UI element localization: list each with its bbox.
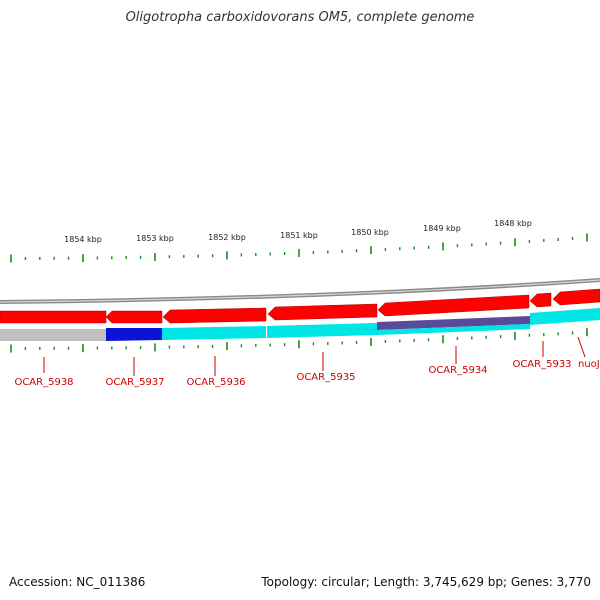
feature-blue[interactable] [106, 328, 162, 341]
scale-label-1848: 1848 kbp [494, 219, 532, 228]
feature-gray[interactable] [0, 329, 106, 341]
scale-label-1849: 1849 kbp [423, 224, 461, 233]
scale-label-1851: 1851 kbp [280, 231, 318, 240]
gene-label-ocar-5938[interactable]: OCAR_5938 [14, 377, 73, 388]
feature-cyan-3[interactable] [377, 324, 530, 335]
scale-label-1852: 1852 kbp [208, 233, 246, 242]
outer-tick-track [10, 233, 588, 263]
gene-label-ocar-5936[interactable]: OCAR_5936 [186, 377, 245, 388]
genome-title: Oligotropha carboxidovorans OM5, complet… [125, 10, 475, 25]
scale-label-1854: 1854 kbp [64, 235, 102, 244]
gene-arrow-ocar-5938[interactable] [0, 310, 107, 324]
gene-arrow-nuoj[interactable] [552, 288, 600, 306]
gene-arrow-ocar-5933[interactable] [529, 292, 552, 308]
feature-track [0, 308, 600, 341]
gene-labels: OCAR_5938 OCAR_5937 OCAR_5936 OCAR_5935 … [14, 359, 599, 388]
gene-label-nuoj[interactable]: nuoJ [578, 359, 600, 370]
gene-label-ocar-5935[interactable]: OCAR_5935 [296, 372, 355, 383]
scale-labels: 1854 kbp 1853 kbp 1852 kbp 1851 kbp 1850… [64, 219, 532, 244]
gene-arrow-ocar-5935[interactable] [267, 303, 378, 321]
feature-cyan-1[interactable] [162, 326, 266, 340]
scale-label-1850: 1850 kbp [351, 228, 389, 237]
gene-track-red [0, 288, 600, 324]
inner-tick-track [10, 328, 588, 353]
gene-arrow-ocar-5934[interactable] [377, 294, 530, 317]
genome-summary-text: Topology: circular; Length: 3,745,629 bp… [261, 575, 591, 589]
accession-text: Accession: NC_011386 [9, 575, 146, 589]
gene-label-ocar-5933[interactable]: OCAR_5933 [512, 359, 571, 370]
gene-label-ocar-5937[interactable]: OCAR_5937 [105, 377, 164, 388]
feature-cyan-2[interactable] [267, 323, 377, 338]
feature-cyan-4[interactable] [530, 308, 600, 325]
feature-purple[interactable] [377, 316, 530, 330]
leader-nuoj [577, 336, 586, 358]
genome-backbone-inner [0, 279, 600, 303]
gene-arrow-ocar-5936[interactable] [162, 307, 267, 324]
gene-arrow-ocar-5937[interactable] [105, 310, 163, 324]
scale-label-1853: 1853 kbp [136, 234, 174, 243]
gene-leader-lines [43, 336, 586, 376]
gene-label-ocar-5934[interactable]: OCAR_5934 [428, 365, 487, 376]
